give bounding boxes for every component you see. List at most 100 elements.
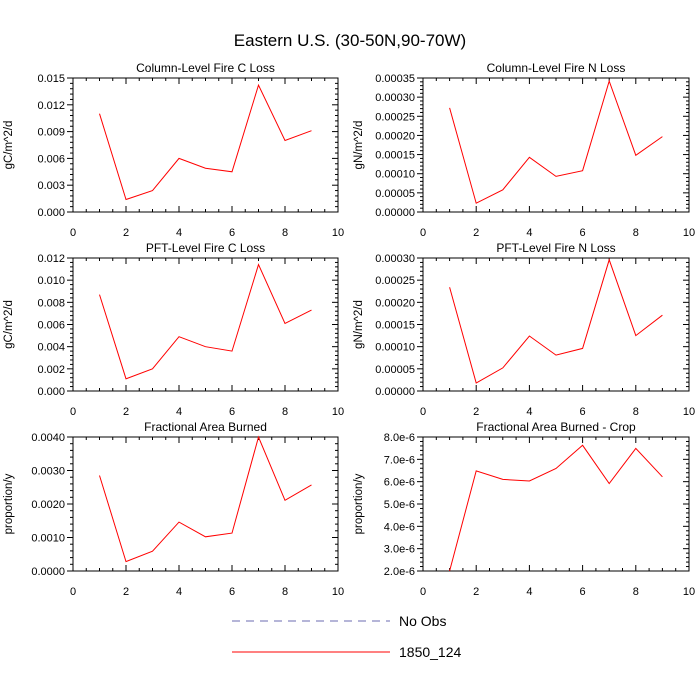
y-tick-label: 0.0010: [31, 533, 65, 545]
y-tick-label: 4.0e-6: [384, 521, 415, 533]
x-tick-label: 4: [176, 586, 182, 598]
panel-3: PFT-Level Fire C Loss gC/m^2/d 0 2 4 6 8 10 0.00…: [3, 241, 344, 418]
y-tick-label: 0.015: [37, 73, 65, 85]
x-tick-label: 2: [473, 586, 479, 598]
y-tick-label: 0.006: [37, 320, 65, 332]
y-tick-label: 0.012: [37, 253, 65, 265]
plot-frame: [72, 436, 339, 572]
x-tick-label: 6: [229, 406, 235, 418]
y-axis-label: gC/m^2/d: [3, 300, 15, 349]
y-tick-label: 0.00015: [375, 320, 415, 332]
x-tick-label: 0: [70, 586, 76, 598]
panels: Column-Level Fire C Loss gC/m^2/d 0 2 4 6 8 10 0…: [3, 61, 695, 598]
y-tick-label: 0.00020: [375, 297, 415, 309]
x-tick-label: 10: [683, 227, 695, 239]
x-tick-label: 8: [282, 227, 288, 239]
x-tick-label: 10: [332, 586, 344, 598]
y-tick-label: 0.009: [37, 127, 65, 139]
plot-frame: [72, 77, 339, 213]
x-tick-label: 4: [526, 406, 532, 418]
panel-title: Fractional Area Burned: [144, 420, 267, 434]
plot-frame: [422, 257, 690, 392]
x-tick-label: 0: [70, 227, 76, 239]
series-line: [449, 444, 663, 572]
x-tick-label: 2: [123, 227, 129, 239]
x-tick-label: 6: [580, 227, 586, 239]
x-tick-label: 10: [332, 227, 344, 239]
x-tick-label: 0: [70, 406, 76, 418]
x-tick-label: 6: [580, 406, 586, 418]
x-tick-label: 2: [123, 586, 129, 598]
y-tick-label: 0.010: [37, 275, 65, 287]
x-tick-label: 8: [282, 406, 288, 418]
y-tick-label: 0.006: [37, 153, 65, 165]
series-line: [99, 435, 312, 563]
x-tick-label: 10: [683, 406, 695, 418]
x-tick-label: 8: [633, 406, 639, 418]
x-tick-label: 6: [229, 586, 235, 598]
legend-label-1850-124: 1850_124: [399, 644, 462, 660]
y-tick-label: 0.0030: [31, 466, 65, 478]
x-tick-label: 2: [123, 406, 129, 418]
y-tick-label: 8.0e-6: [384, 432, 415, 444]
y-tick-label: 0.0020: [31, 499, 65, 511]
x-tick-label: 2: [473, 227, 479, 239]
y-tick-label: 0.012: [37, 100, 65, 112]
y-axis-label: proportion/y: [3, 473, 15, 534]
y-tick-label: 0.000: [37, 207, 65, 219]
y-tick-label: 0.00025: [375, 111, 415, 123]
y-tick-label: 0.0000: [31, 566, 65, 578]
x-tick-label: 2: [473, 406, 479, 418]
y-axis-label: proportion/y: [353, 473, 365, 534]
y-tick-label: 6.0e-6: [384, 477, 415, 489]
y-tick-label: 5.0e-6: [384, 499, 415, 511]
figure-title: Eastern U.S. (30-50N,90-70W): [234, 31, 466, 50]
x-tick-label: 8: [633, 586, 639, 598]
series-line: [99, 83, 312, 201]
panel-title: Column-Level Fire N Loss: [487, 61, 626, 75]
x-tick-label: 4: [176, 227, 182, 239]
plot-frame: [72, 257, 339, 392]
y-tick-label: 0.004: [37, 342, 65, 354]
x-tick-label: 6: [580, 586, 586, 598]
legend-label-no-obs: No Obs: [399, 613, 446, 629]
y-tick-label: 0.00030: [375, 92, 415, 104]
y-axis-label: gC/m^2/d: [3, 121, 15, 170]
x-tick-label: 8: [282, 586, 288, 598]
x-tick-label: 0: [420, 586, 426, 598]
series-line: [449, 79, 663, 204]
y-tick-label: 0.000: [37, 386, 65, 398]
plot-frame: [422, 436, 690, 572]
y-tick-label: 0.00005: [375, 188, 415, 200]
y-tick-label: 0.008: [37, 297, 65, 309]
y-tick-label: 0.00035: [375, 73, 415, 85]
y-tick-label: 2.0e-6: [384, 566, 415, 578]
y-tick-label: 0.00020: [375, 130, 415, 142]
y-tick-label: 0.00000: [375, 386, 415, 398]
y-tick-label: 0.00010: [375, 342, 415, 354]
series-line: [449, 258, 663, 384]
x-tick-label: 6: [229, 227, 235, 239]
x-tick-label: 0: [420, 227, 426, 239]
panel-title: PFT-Level Fire C Loss: [146, 241, 265, 255]
y-tick-label: 0.0040: [31, 432, 65, 444]
x-tick-label: 0: [420, 406, 426, 418]
y-tick-label: 7.0e-6: [384, 454, 415, 466]
panel-1: Column-Level Fire C Loss gC/m^2/d 0 2 4 6 8 10 0…: [3, 61, 344, 239]
x-tick-label: 10: [332, 406, 344, 418]
y-axis-label: gN/m^2/d: [353, 300, 365, 349]
y-tick-label: 0.00005: [375, 364, 415, 376]
y-tick-label: 0.002: [37, 364, 65, 376]
y-tick-label: 3.0e-6: [384, 544, 415, 556]
y-tick-label: 0.00015: [375, 150, 415, 162]
series-line: [99, 263, 312, 380]
panel-6: Fractional Area Burned - Crop proportion/…: [353, 420, 695, 598]
x-tick-label: 4: [526, 227, 532, 239]
x-tick-label: 4: [176, 406, 182, 418]
panel-4: PFT-Level Fire N Loss gN/m^2/d 0 2 4 6 8 10 0.00…: [353, 241, 695, 418]
y-tick-label: 0.003: [37, 180, 65, 192]
x-tick-label: 4: [526, 586, 532, 598]
y-tick-label: 0.00000: [375, 207, 415, 219]
y-axis-label: gN/m^2/d: [353, 121, 365, 170]
